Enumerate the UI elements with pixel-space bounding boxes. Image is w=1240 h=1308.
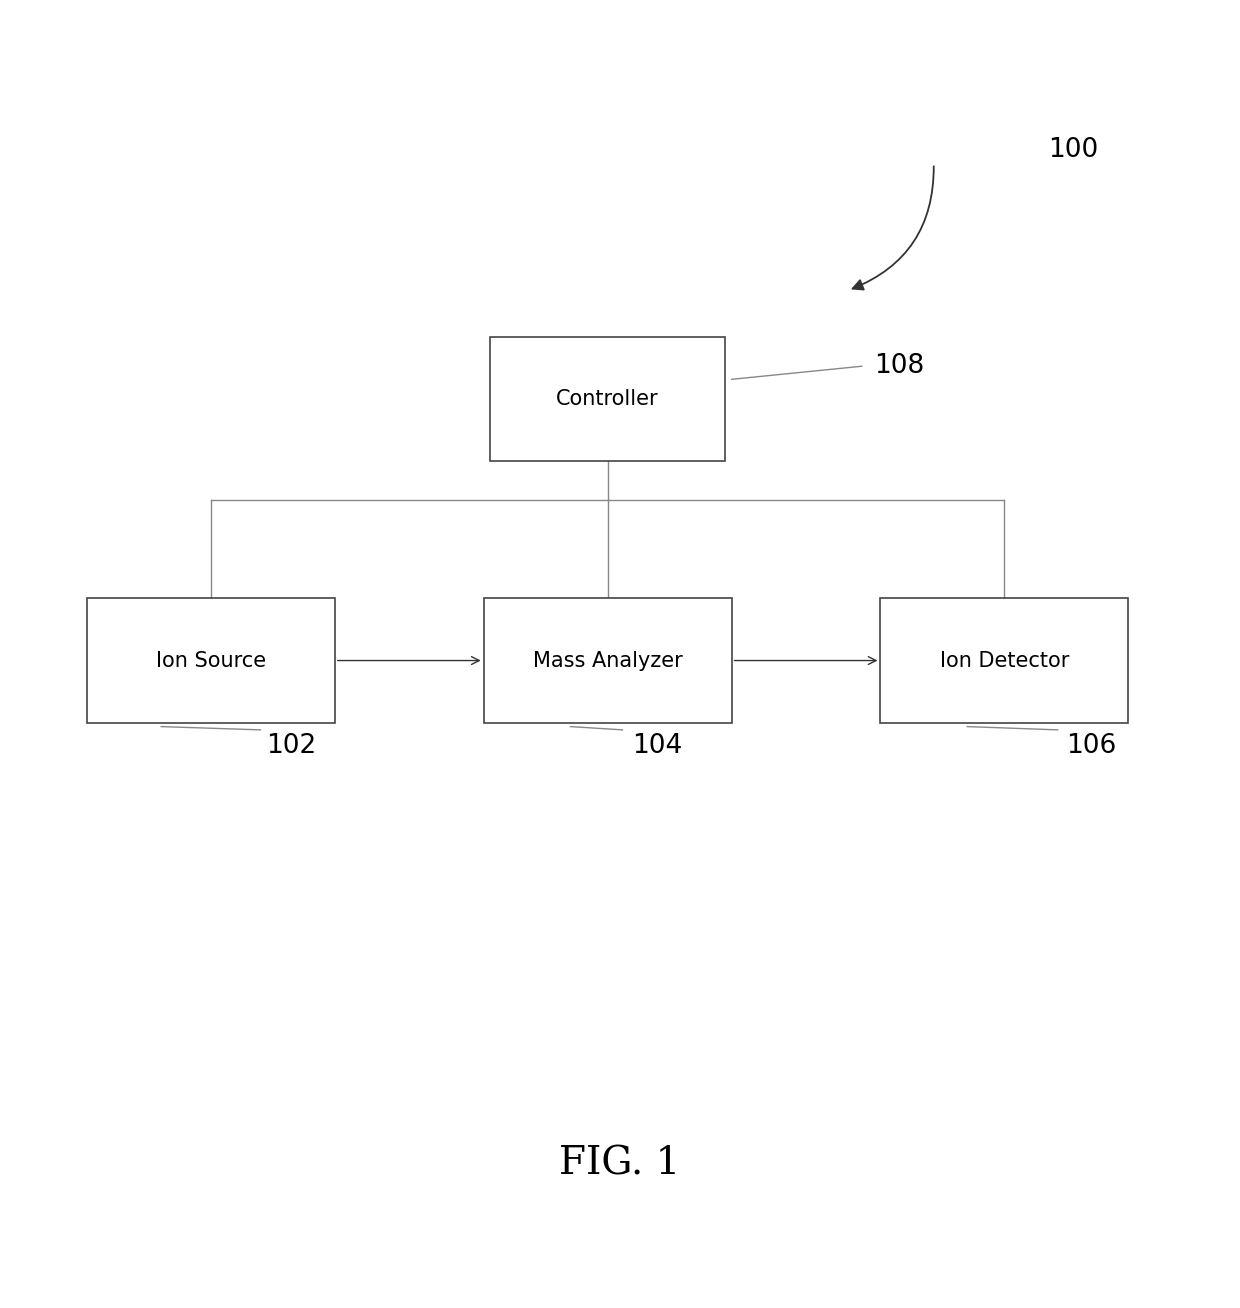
Text: 102: 102 [267,732,317,759]
Bar [87,599,335,722]
Bar [484,599,732,722]
Bar [490,337,725,462]
Text: Mass Analyzer: Mass Analyzer [533,650,682,671]
Text: Ion Source: Ion Source [156,650,265,671]
Text: 104: 104 [632,732,683,759]
Text: 108: 108 [874,353,925,379]
Text: 106: 106 [1066,732,1117,759]
Text: 100: 100 [1048,137,1099,164]
FancyArrowPatch shape [853,166,934,289]
Text: FIG. 1: FIG. 1 [559,1146,681,1182]
Text: Controller: Controller [557,388,658,409]
Bar [880,599,1128,722]
Text: Ion Detector: Ion Detector [940,650,1069,671]
